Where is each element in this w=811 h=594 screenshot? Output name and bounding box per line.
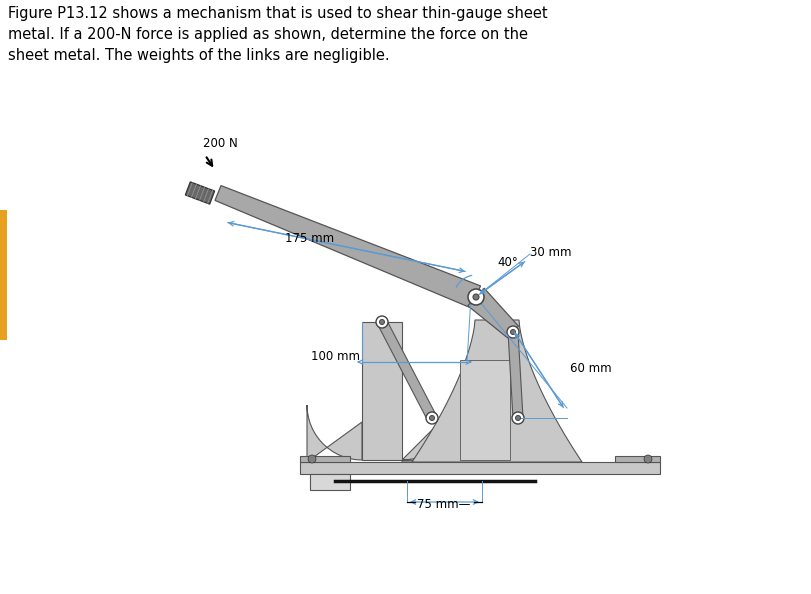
Circle shape [512,412,524,424]
Circle shape [516,415,521,421]
Polygon shape [186,182,215,204]
Bar [0,210,7,340]
Circle shape [430,415,435,421]
Text: 75 mm—: 75 mm— [418,498,470,511]
Text: 175 mm: 175 mm [285,232,335,245]
Text: Figure P13.12 shows a mechanism that is used to shear thin-gauge sheet
metal. If: Figure P13.12 shows a mechanism that is … [8,6,547,63]
Circle shape [308,455,316,463]
Polygon shape [460,360,510,460]
Polygon shape [300,462,660,474]
Text: 60 mm: 60 mm [570,362,611,374]
Circle shape [510,330,516,334]
Circle shape [507,326,519,338]
Circle shape [376,316,388,328]
Polygon shape [468,288,518,338]
Polygon shape [508,331,523,418]
Text: 30 mm: 30 mm [530,245,572,258]
Polygon shape [402,405,457,462]
Circle shape [468,289,484,305]
Text: 100 mm: 100 mm [311,349,360,362]
Circle shape [426,412,438,424]
Circle shape [644,455,652,463]
Circle shape [473,294,479,300]
Polygon shape [307,405,362,462]
Polygon shape [215,185,480,308]
Polygon shape [362,322,402,460]
Polygon shape [300,456,350,462]
Polygon shape [310,474,350,490]
Polygon shape [615,456,660,462]
Polygon shape [412,320,582,462]
Circle shape [380,320,384,324]
Text: 40°: 40° [497,255,517,268]
Polygon shape [378,320,436,421]
Text: 200 N: 200 N [203,137,238,150]
